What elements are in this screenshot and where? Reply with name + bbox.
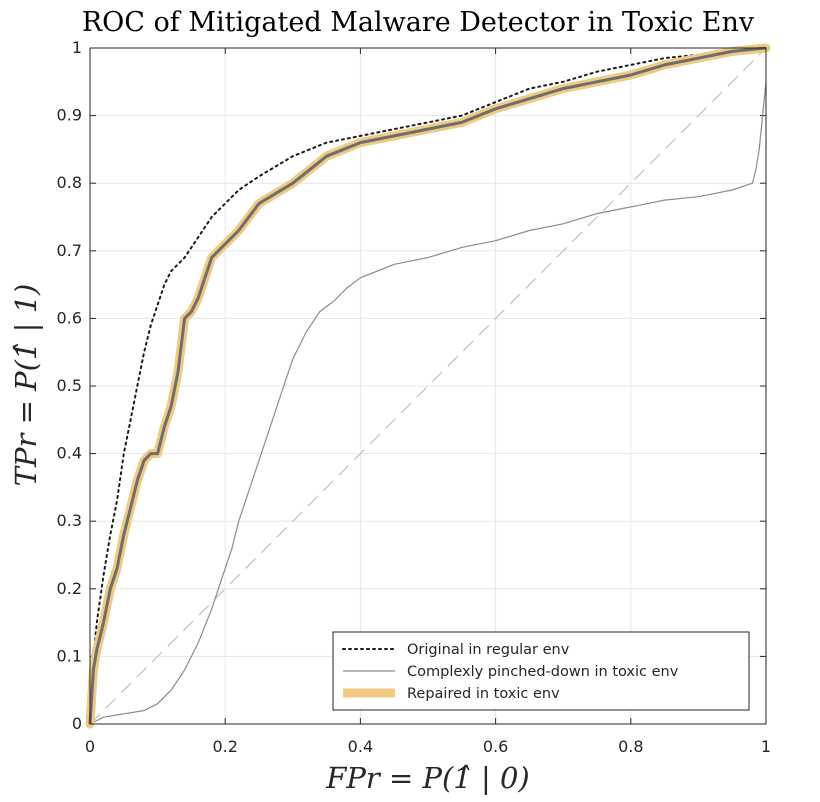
- series-group: [85, 43, 771, 729]
- y-tick-label: 1: [72, 38, 82, 57]
- series-pinched-line: [89, 81, 767, 725]
- series-repaired-core: [88, 46, 767, 725]
- y-tick-label: 0.7: [57, 241, 82, 260]
- y-tick-label: 0.3: [57, 511, 82, 530]
- x-axis-label: FPr = P(1̂ | 0): [325, 761, 529, 795]
- legend-box: [332, 631, 750, 711]
- x-tick-label: 0.8: [618, 737, 643, 756]
- legend-label: Repaired in toxic env: [407, 686, 560, 702]
- chance-diagonal-line: [89, 47, 767, 725]
- y-tick-label: 0.6: [57, 308, 82, 327]
- legend-label: Complexly pinched-down in toxic env: [407, 664, 679, 680]
- y-tick-label: 0.5: [57, 376, 82, 395]
- y-tick-label: 0.4: [57, 444, 82, 463]
- legend: Original in regular env Complexly pinched…: [332, 631, 750, 711]
- series-original-line: [89, 47, 767, 725]
- x-tick-label: 0.6: [483, 737, 508, 756]
- y-tick-label: 0: [72, 714, 82, 733]
- x-tick-label: 0.4: [348, 737, 373, 756]
- chart-title: ROC of Mitigated Malware Detector in Tox…: [82, 7, 755, 38]
- y-tick-label: 0.2: [57, 579, 82, 598]
- y-tick-label: 0.1: [57, 646, 82, 665]
- x-tick-label: 0: [85, 737, 95, 756]
- legend-label: Original in regular env: [407, 642, 570, 658]
- x-tick-label: 1: [761, 737, 771, 756]
- plot-area-frame: [89, 47, 767, 725]
- y-axis-label: TPr = P(1̂ | 1): [9, 284, 43, 487]
- y-tick-label: 0.8: [57, 173, 82, 192]
- tick-labels: 0 0.2 0.4 0.6 0.8 1 0 0.1 0.2 0.3 0.4 0.5 0.6 0.7 0.8 0…: [57, 38, 772, 756]
- y-tick-label: 0.9: [57, 106, 82, 125]
- x-tick-label: 0.2: [212, 737, 237, 756]
